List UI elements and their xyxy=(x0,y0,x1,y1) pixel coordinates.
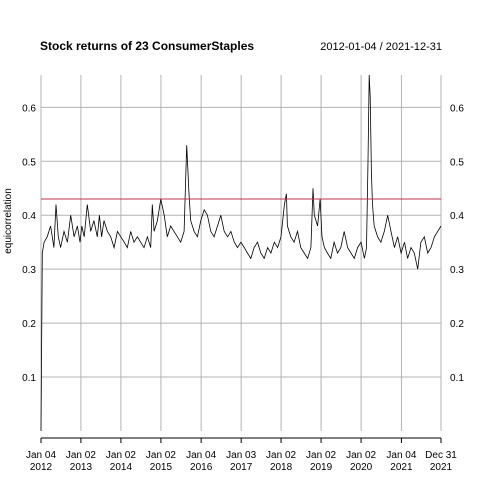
plot-area xyxy=(40,74,442,432)
y-tick-label-left: 0.5 xyxy=(22,157,36,168)
x-tick-label-year: 2013 xyxy=(70,462,93,473)
x-tick-label-year: 2018 xyxy=(270,462,293,473)
x-tick-label: Jan 03 xyxy=(226,450,256,461)
x-tick-label-year: 2017 xyxy=(230,462,253,473)
x-tick-label-year: 2015 xyxy=(150,462,173,473)
y-tick-label-left: 0.4 xyxy=(22,211,36,222)
date-range: 2012-01-04 / 2021-12-31 xyxy=(320,41,442,53)
y-tick-label-right: 0.1 xyxy=(450,373,464,384)
x-tick-label-year: 2012 xyxy=(30,462,53,473)
x-tick-label: Jan 04 xyxy=(186,450,216,461)
y-tick-label-right: 0.4 xyxy=(450,211,464,222)
series-line xyxy=(40,74,442,432)
x-tick-label-year: 2019 xyxy=(310,462,333,473)
grid xyxy=(40,75,442,431)
x-tick-label: Jan 04 xyxy=(26,450,56,461)
x-tick-label-year: 2014 xyxy=(110,462,133,473)
y-axis-label: equicorrelation xyxy=(3,188,14,254)
x-tick-label: Dec 31 xyxy=(425,450,457,461)
x-tick-label: Jan 02 xyxy=(106,450,136,461)
y-tick-label-right: 0.5 xyxy=(450,157,464,168)
x-tick-label: Jan 02 xyxy=(306,450,336,461)
x-tick-label-year: 2021 xyxy=(430,462,453,473)
y-tick-label-left: 0.1 xyxy=(22,373,36,384)
chart-title: Stock returns of 23 ConsumerStaples xyxy=(40,39,254,53)
x-tick-label: Jan 02 xyxy=(66,450,96,461)
x-tick-label: Jan 02 xyxy=(346,450,376,461)
y-tick-label-right: 0.3 xyxy=(450,265,464,276)
x-tick-label: Jan 02 xyxy=(146,450,176,461)
x-tick-label-year: 2020 xyxy=(350,462,373,473)
y-tick-label-left: 0.3 xyxy=(22,265,36,276)
y-tick-label-right: 0.6 xyxy=(450,103,464,114)
x-tick-label: Jan 02 xyxy=(266,450,296,461)
y-tick-label-left: 0.6 xyxy=(22,103,36,114)
axes: 0.1 0.1 0.2 0.2 0.3 0.3 0.4 0.4 0.5 0.5 0.6 0.6 Jan … xyxy=(22,103,464,473)
x-tick-label: Jan 04 xyxy=(386,450,416,461)
y-tick-label-right: 0.2 xyxy=(450,319,464,330)
x-tick-label-year: 2016 xyxy=(190,462,213,473)
x-tick-label-year: 2021 xyxy=(390,462,413,473)
y-tick-label-left: 0.2 xyxy=(22,319,36,330)
